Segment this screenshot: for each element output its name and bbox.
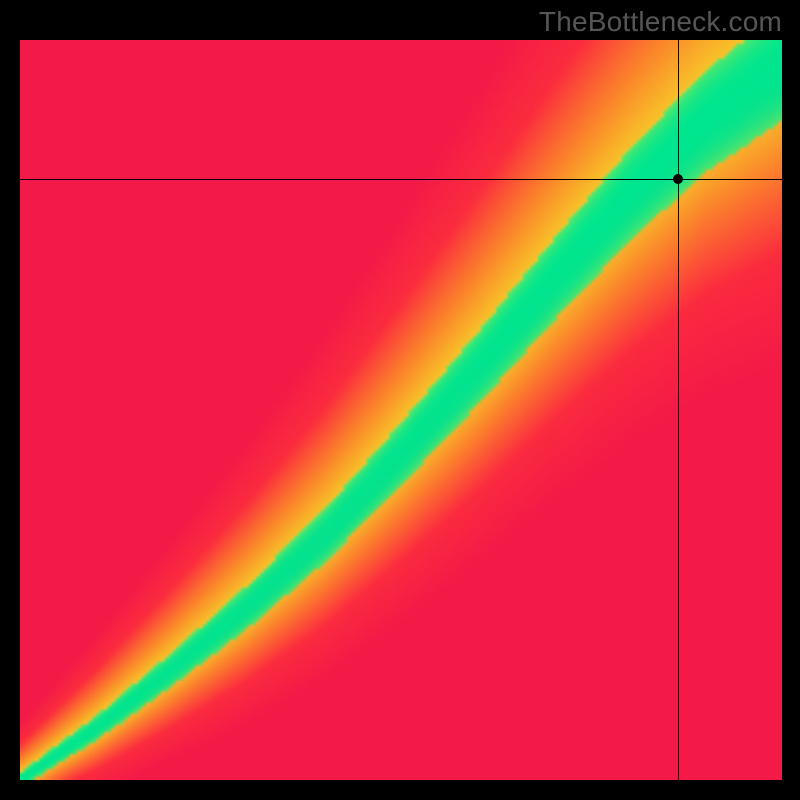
heatmap-plot-area bbox=[20, 40, 782, 780]
crosshair-marker bbox=[673, 174, 683, 184]
crosshair-vertical bbox=[678, 40, 679, 780]
frame-border-bottom bbox=[0, 780, 800, 800]
frame-border-left bbox=[0, 0, 20, 800]
watermark-text: TheBottleneck.com bbox=[539, 6, 782, 38]
heatmap-canvas bbox=[20, 40, 782, 780]
frame-border-right bbox=[782, 0, 800, 800]
crosshair-horizontal bbox=[20, 179, 782, 180]
